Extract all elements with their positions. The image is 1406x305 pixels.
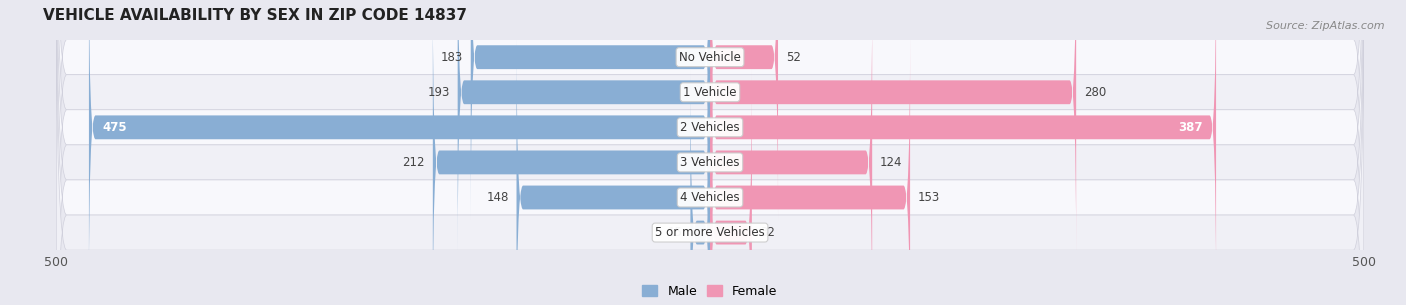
Text: 475: 475 <box>103 121 127 134</box>
FancyBboxPatch shape <box>56 0 1364 305</box>
Text: 3 Vehicles: 3 Vehicles <box>681 156 740 169</box>
Text: 193: 193 <box>427 86 450 99</box>
FancyBboxPatch shape <box>89 0 710 291</box>
FancyBboxPatch shape <box>710 34 910 305</box>
Text: 148: 148 <box>486 191 509 204</box>
Text: VEHICLE AVAILABILITY BY SEX IN ZIP CODE 14837: VEHICLE AVAILABILITY BY SEX IN ZIP CODE … <box>44 8 467 23</box>
Text: 212: 212 <box>402 156 425 169</box>
Legend: Male, Female: Male, Female <box>637 280 783 303</box>
Text: 183: 183 <box>440 51 463 64</box>
FancyBboxPatch shape <box>56 0 1364 305</box>
FancyBboxPatch shape <box>690 69 710 305</box>
FancyBboxPatch shape <box>433 0 710 305</box>
Text: 280: 280 <box>1084 86 1107 99</box>
Text: 4 Vehicles: 4 Vehicles <box>681 191 740 204</box>
Text: 124: 124 <box>880 156 903 169</box>
FancyBboxPatch shape <box>56 0 1364 305</box>
Text: 387: 387 <box>1178 121 1204 134</box>
FancyBboxPatch shape <box>56 0 1364 305</box>
Text: 1 Vehicle: 1 Vehicle <box>683 86 737 99</box>
Text: 52: 52 <box>786 51 801 64</box>
Text: No Vehicle: No Vehicle <box>679 51 741 64</box>
Text: 153: 153 <box>918 191 941 204</box>
FancyBboxPatch shape <box>710 0 872 305</box>
FancyBboxPatch shape <box>458 0 710 256</box>
Text: 15: 15 <box>668 226 682 239</box>
FancyBboxPatch shape <box>56 0 1364 305</box>
FancyBboxPatch shape <box>710 0 1216 291</box>
FancyBboxPatch shape <box>710 0 1076 256</box>
Text: Source: ZipAtlas.com: Source: ZipAtlas.com <box>1267 21 1385 31</box>
Text: 32: 32 <box>759 226 775 239</box>
FancyBboxPatch shape <box>471 0 710 221</box>
FancyBboxPatch shape <box>710 69 752 305</box>
FancyBboxPatch shape <box>710 0 778 221</box>
Text: 2 Vehicles: 2 Vehicles <box>681 121 740 134</box>
FancyBboxPatch shape <box>516 34 710 305</box>
FancyBboxPatch shape <box>56 0 1364 305</box>
Text: 5 or more Vehicles: 5 or more Vehicles <box>655 226 765 239</box>
